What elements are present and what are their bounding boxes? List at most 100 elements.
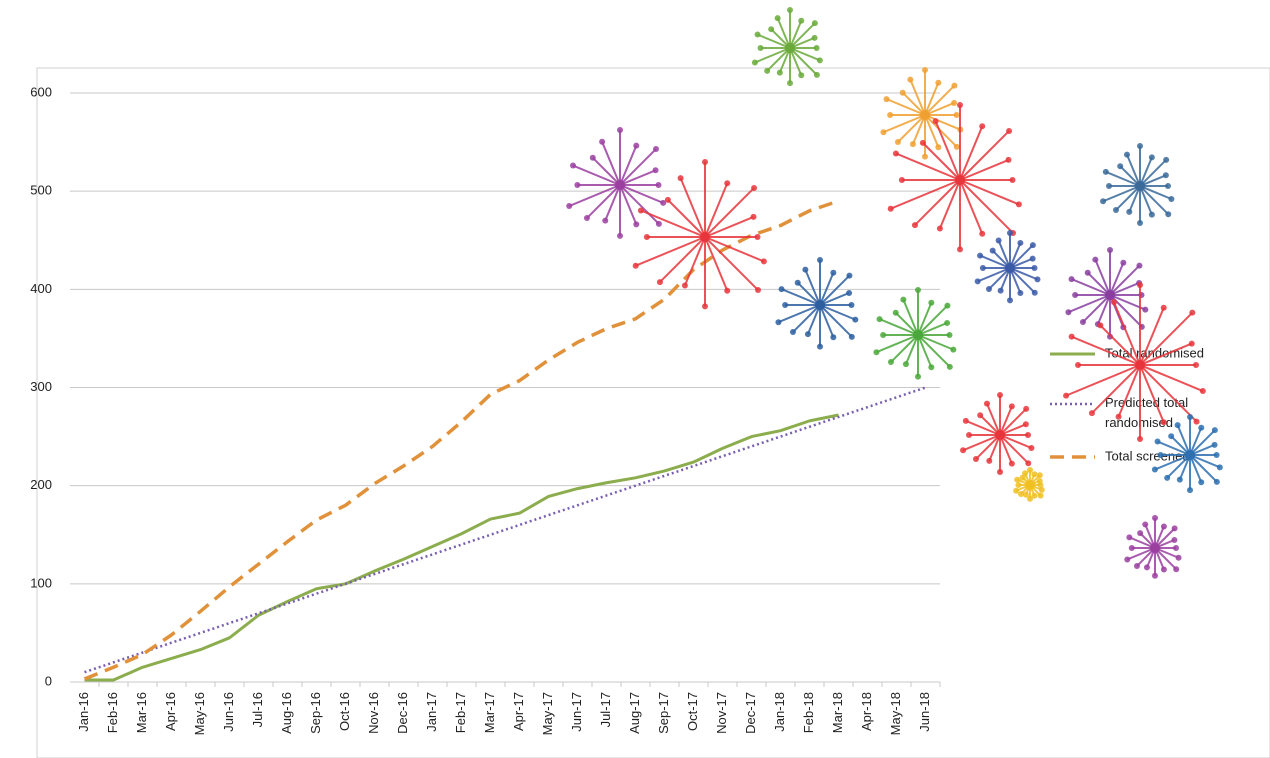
firework-spark [1211,441,1218,448]
firework-spark [830,334,837,341]
firework-spark [1106,183,1112,189]
firework-spark [1075,362,1081,368]
firework-spark [798,72,805,79]
firework-spark [898,177,905,183]
firework-spark [804,331,811,338]
x-tick-label: Oct-16 [337,692,352,731]
firework-ray [1139,185,1153,216]
firework-ray [619,184,638,225]
firework-ray [1113,301,1141,366]
firework-spark [1160,304,1167,311]
firework-spark [1154,438,1161,445]
firework-spark [830,269,837,276]
firework-ray [999,405,1013,436]
firework-core [920,110,930,120]
x-tick-label: Apr-18 [859,692,874,731]
firework-spark [894,139,901,146]
firework-spark [880,129,887,136]
firework-ray [679,177,706,238]
firework-ray [959,158,1009,181]
firework-ray [917,302,933,336]
firework-spark [997,469,1003,475]
y-tick-label: 200 [30,477,52,492]
firework-spark [1038,486,1045,493]
firework-ray [924,82,940,116]
firework-spark [1017,491,1024,498]
firework-ray [819,274,851,306]
firework-ray [604,184,621,221]
firework-ray [635,236,706,267]
firework-ray [792,304,821,333]
firework-ray [1009,267,1036,294]
firework-spark [979,230,986,237]
firework-spark [1160,419,1167,426]
firework-spark [1211,427,1218,434]
firework-ray [905,334,919,365]
firework-ray [890,179,961,210]
firework-ray [659,236,706,283]
firework-spark [983,400,990,407]
firework-ray [704,236,759,291]
x-tick-label: Mar-18 [830,692,845,733]
firework-spark [1124,556,1131,563]
firework-spark [966,432,972,438]
firework-spark [997,287,1004,294]
firework-spark [655,182,662,188]
firework-spark [928,364,935,371]
firework-ray [1139,342,1193,366]
firework-spark [1022,491,1029,498]
x-tick-label: May-16 [192,692,207,735]
firework-ray [1189,454,1218,483]
firework-spark [776,69,783,76]
firework-ray [766,47,791,72]
firework-spark [887,205,894,212]
firework-spark [1100,198,1107,205]
firework-spark [755,287,762,294]
firework-ray [819,304,853,338]
firework-spark [880,332,887,338]
firework-ray [1071,335,1141,366]
firework-ray [897,114,926,143]
firework-spark [876,316,883,323]
firework-spark [751,184,758,191]
firework-spark [1137,530,1144,537]
firework-ray [959,130,1010,181]
firework-spark [1198,424,1205,431]
firework-core [1150,543,1160,553]
firework-spark [935,79,942,86]
firework-ray [667,199,706,238]
firework-ray [986,403,1001,436]
firework-spark [1063,392,1070,399]
firework-spark [1213,478,1220,485]
firework-ray [797,282,821,306]
firework-spark [915,373,921,380]
firework-spark [1152,572,1158,579]
firework-ray [1115,185,1141,211]
firework-spark [997,392,1003,398]
firework-spark [702,303,708,310]
firework-spark [995,237,1002,244]
firework-ray [819,272,835,306]
firework-ray [924,114,961,131]
firework-spark [873,349,880,356]
firework-ray [704,236,729,292]
firework-spark [979,123,986,130]
series-line [84,413,839,682]
firework-spark [1157,452,1164,458]
firework-ray [1071,278,1111,296]
firework-spark [1165,183,1171,189]
firework-ray [789,22,816,49]
firework-spark [574,182,581,188]
firework-spark [1187,487,1193,494]
x-tick-label: Nov-17 [714,692,729,734]
firework-ray [924,114,940,148]
firework-ray [917,334,951,368]
firework-spark [798,17,805,24]
firework-spark [962,417,969,424]
firework-spark [754,31,761,38]
firework-core [700,232,710,242]
x-tick-label: Oct-17 [685,692,700,731]
firework-spark [1107,247,1113,253]
y-tick-label: 300 [30,379,52,394]
x-tick-label: May-17 [540,692,555,735]
